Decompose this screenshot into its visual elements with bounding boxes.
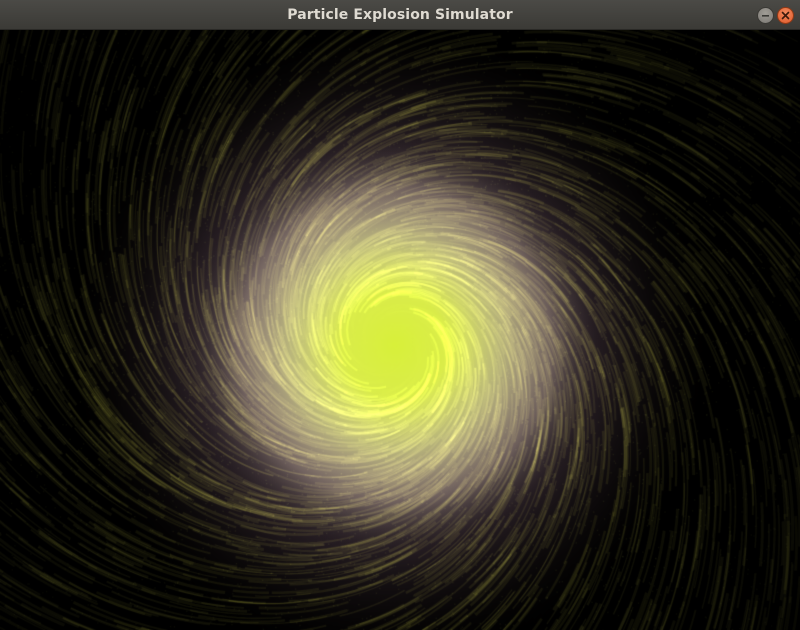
- title-bar[interactable]: Particle Explosion Simulator: [0, 0, 800, 30]
- minimize-icon: [762, 15, 769, 17]
- simulation-canvas-area[interactable]: [0, 30, 800, 630]
- particle-simulation-canvas[interactable]: [0, 30, 800, 630]
- window-title: Particle Explosion Simulator: [287, 7, 513, 23]
- minimize-button[interactable]: [757, 7, 774, 24]
- close-icon: [781, 11, 790, 20]
- close-button[interactable]: [777, 7, 794, 24]
